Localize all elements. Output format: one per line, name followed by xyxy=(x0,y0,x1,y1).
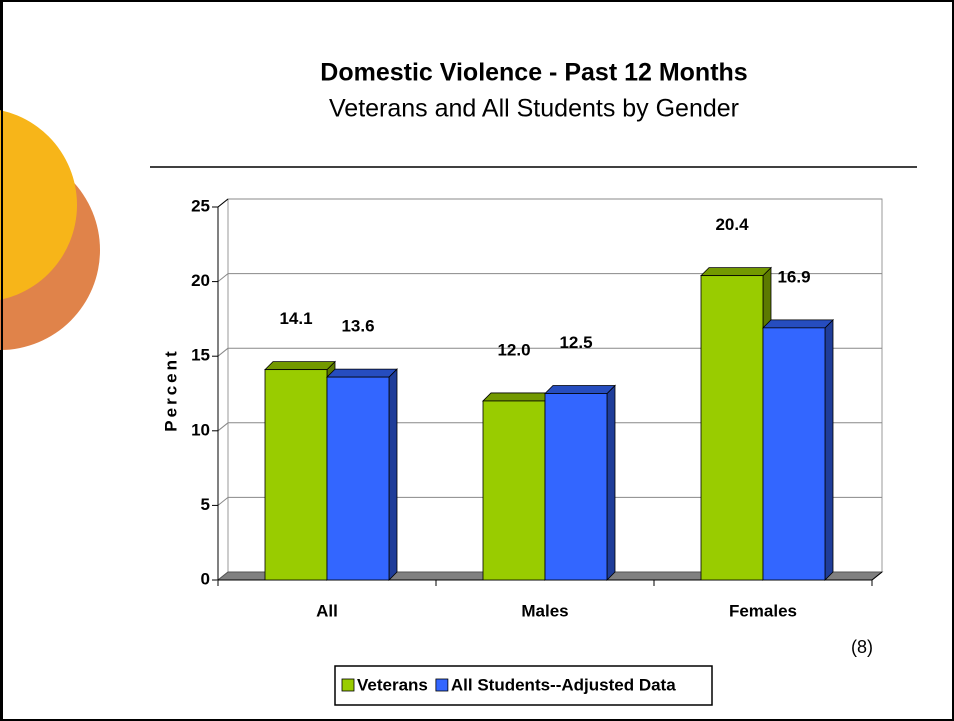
decor-circle xyxy=(0,110,77,300)
x-axis-end xyxy=(871,571,883,581)
data-label: 16.9 xyxy=(777,267,810,286)
y-tick-label: 20 xyxy=(191,271,210,290)
bar-side xyxy=(606,384,616,581)
bar-side xyxy=(388,368,398,581)
legend-swatch xyxy=(341,678,355,692)
y-tick-label: 10 xyxy=(191,420,210,439)
x-tick-label: Females xyxy=(729,601,797,620)
grid-line-side xyxy=(217,347,229,357)
annotation: (8) xyxy=(851,637,873,657)
bar-top xyxy=(326,368,398,378)
chart-subtitle: Veterans and All Students by Gender xyxy=(329,95,739,123)
y-tick-label: 0 xyxy=(201,569,210,588)
legend-box xyxy=(334,665,713,706)
chart-title: Domestic Violence - Past 12 Months xyxy=(320,59,747,87)
bar-side xyxy=(824,318,834,581)
bar xyxy=(482,400,546,581)
bar-top xyxy=(700,267,772,277)
y-tick-label: 25 xyxy=(191,196,210,215)
grid-line-side xyxy=(217,273,229,282)
bar xyxy=(544,393,608,581)
legend-label: Veterans xyxy=(357,675,428,694)
x-tick-label: All xyxy=(316,601,338,620)
bar xyxy=(762,327,826,581)
bar xyxy=(264,369,328,581)
bar-top xyxy=(544,385,616,394)
data-label: 13.6 xyxy=(341,317,374,336)
bar xyxy=(326,376,390,581)
bar-top xyxy=(762,319,834,329)
grid-line-side xyxy=(217,497,229,506)
y-axis-label: Percent xyxy=(161,348,180,431)
y-tick-label: 15 xyxy=(191,346,210,365)
bar-top xyxy=(482,392,554,402)
data-label: 20.4 xyxy=(715,215,749,234)
bar xyxy=(700,275,764,581)
y-axis-top xyxy=(217,198,229,208)
x-tick-label: Males xyxy=(521,601,568,620)
y-tick-label: 5 xyxy=(201,495,210,514)
legend-label: All Students--Adjusted Data xyxy=(451,675,676,694)
legend-swatch xyxy=(435,678,449,692)
grid-line-side xyxy=(217,422,229,432)
data-label: 14.1 xyxy=(279,309,312,328)
bar-top xyxy=(264,361,336,371)
data-label: 12.0 xyxy=(497,340,530,359)
data-label: 12.5 xyxy=(559,333,592,352)
